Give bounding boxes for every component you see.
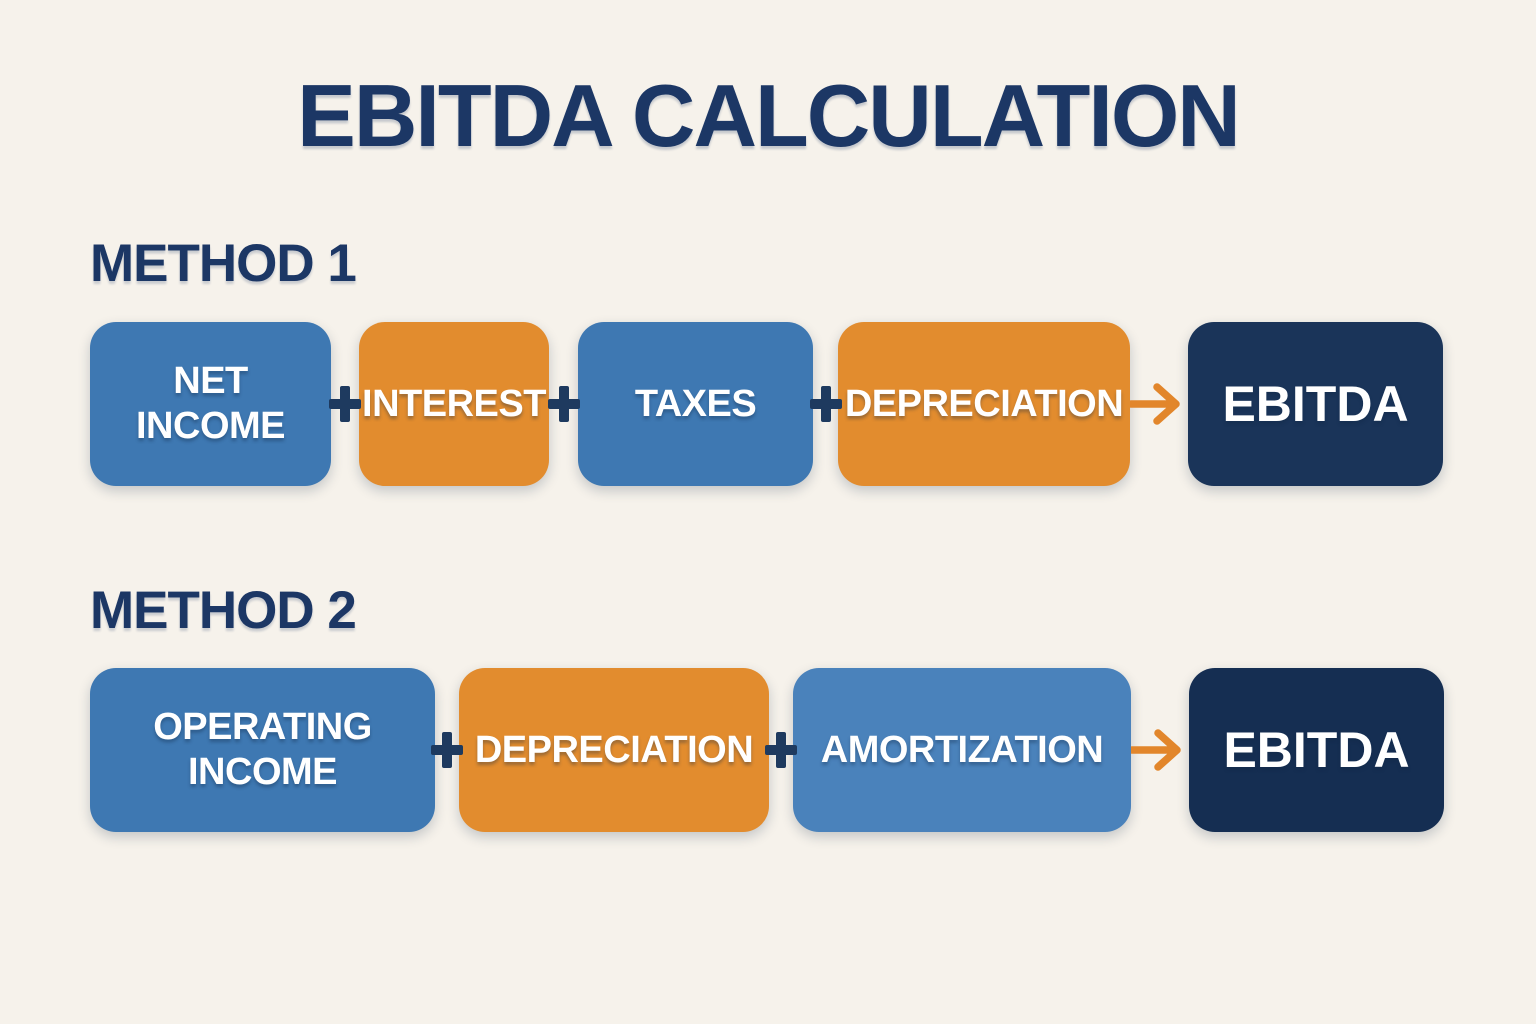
operating-income-box: OPERATING INCOME — [90, 668, 435, 832]
ebitda-box-method2: EBITDA — [1189, 668, 1444, 832]
depreciation-label-method2: DEPRECIATION — [474, 728, 754, 771]
interest-box: INTEREST — [359, 322, 549, 486]
ebitda-box-method1: EBITDA — [1188, 322, 1443, 486]
arrow-right-icon — [1131, 668, 1189, 832]
amortization-box: AMORTIZATION — [793, 668, 1131, 832]
operating-income-label: OPERATING INCOME — [153, 706, 372, 793]
method1-flow-row: NET INCOME INTEREST TAXES DEPRECIATION E… — [90, 322, 1443, 486]
method2-heading: METHOD 2 — [90, 581, 357, 640]
net-income-label: NET INCOME — [136, 360, 286, 447]
plus-icon — [765, 668, 797, 832]
method1-heading: METHOD 1 — [90, 234, 357, 293]
taxes-box: TAXES — [578, 322, 813, 486]
plus-icon — [431, 668, 463, 832]
depreciation-label-method1: DEPRECIATION — [844, 382, 1124, 425]
method2-flow-row: OPERATING INCOME DEPRECIATION AMORTIZATI… — [90, 668, 1444, 832]
arrow-right-icon — [1130, 322, 1188, 486]
interest-label: INTEREST — [362, 382, 546, 425]
taxes-label: TAXES — [634, 382, 757, 425]
net-income-box: NET INCOME — [90, 322, 331, 486]
depreciation-box-method2: DEPRECIATION — [459, 668, 769, 832]
depreciation-box-method1: DEPRECIATION — [838, 322, 1130, 486]
plus-icon — [547, 322, 580, 486]
plus-icon — [329, 322, 361, 486]
plus-icon — [809, 322, 842, 486]
ebitda-label-method1: EBITDA — [1222, 375, 1409, 432]
ebitda-label-method2: EBITDA — [1223, 721, 1410, 778]
amortization-label: AMORTIZATION — [820, 728, 1104, 771]
page-title: EBITDA CALCULATION — [297, 66, 1241, 165]
